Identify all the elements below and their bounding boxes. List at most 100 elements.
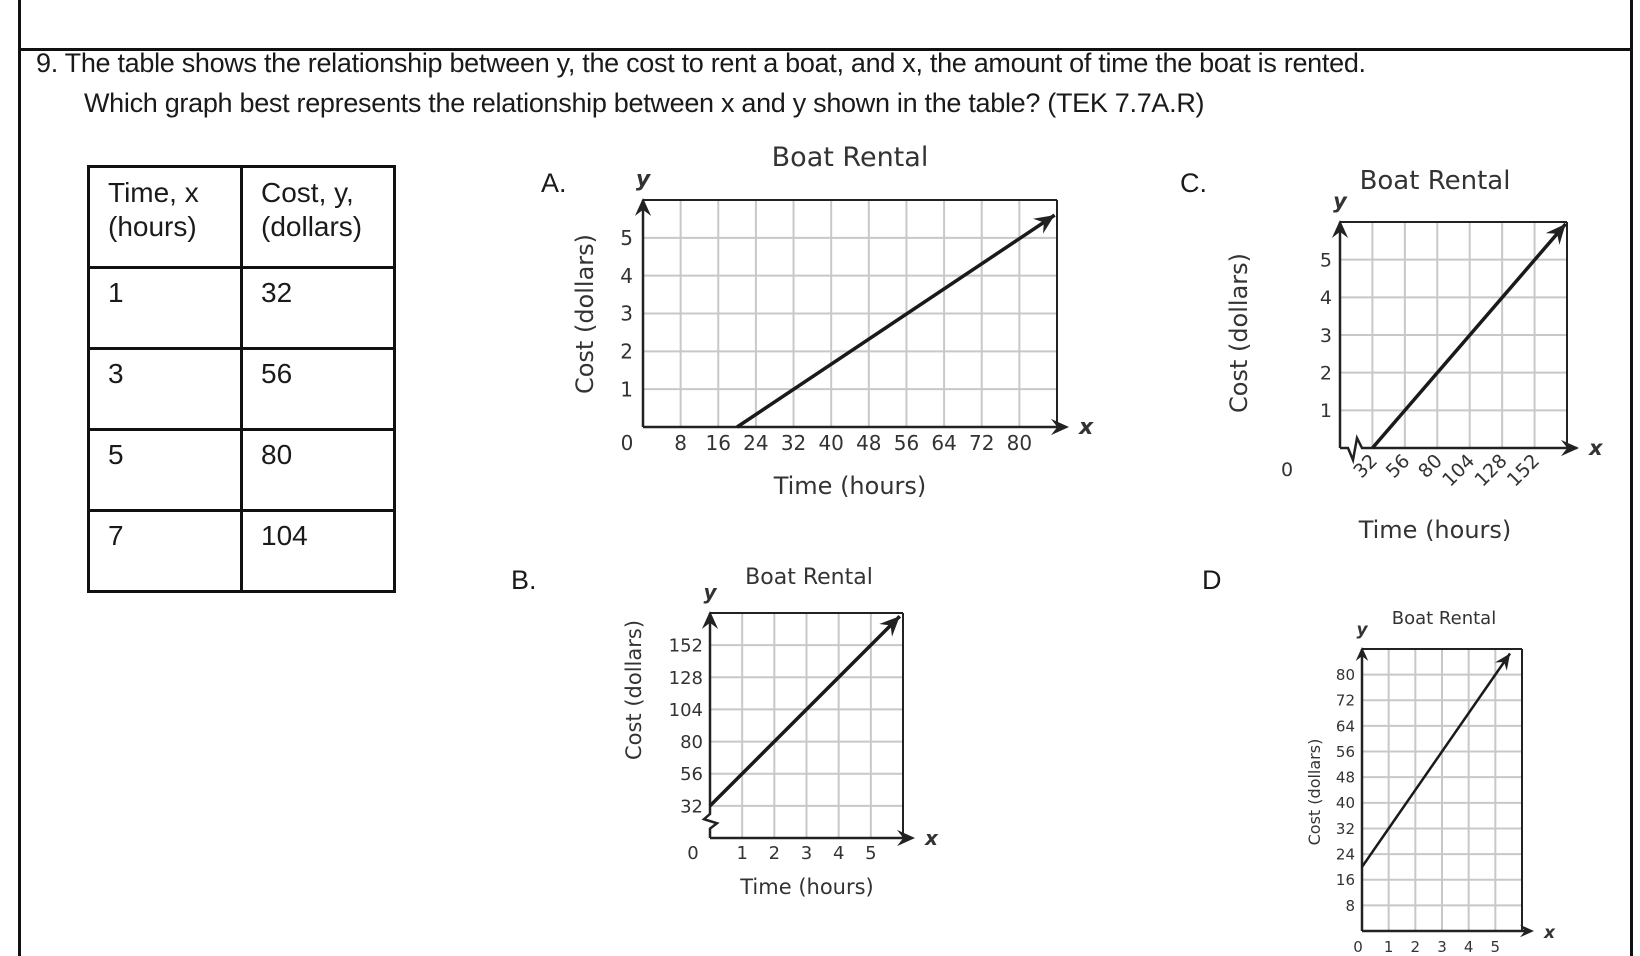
- series-line: [1371, 222, 1567, 450]
- table-header-row: Time, x (hours) Cost, y, (dollars): [87, 165, 396, 269]
- y-tick-label: 5: [1320, 250, 1332, 272]
- y-axis-letter: y: [636, 167, 652, 192]
- y-tick-label: 3: [620, 302, 633, 326]
- y-axis-label: Cost (dollars): [622, 620, 646, 760]
- page-border-left: [18, 0, 21, 956]
- x-axis-arrow-icon: [1561, 439, 1579, 457]
- y-tick-label: 64: [1336, 717, 1355, 735]
- header-cost: Cost, y, (dollars): [240, 165, 396, 269]
- table-row: 3 56: [87, 347, 396, 431]
- chart-d: 1 2 3 4 5 8 16 24 32 40 48 56 64 72 80 0 x y Boat Rental Co…: [1305, 608, 1556, 956]
- x-tick-label: 72: [969, 431, 994, 455]
- cell-time: 5: [87, 428, 243, 512]
- y-axis-arrow-icon: [634, 198, 652, 216]
- y-tick-label: 72: [1336, 692, 1355, 710]
- data-table: Time, x (hours) Cost, y, (dollars) 1 32 3 56…: [87, 165, 396, 593]
- cell-cost: 32: [240, 266, 396, 350]
- series-arrow-icon: [1033, 215, 1055, 234]
- y-tick-label: 40: [1336, 794, 1355, 812]
- origin-label: 0: [1281, 459, 1293, 481]
- x-axis-letter: x: [1588, 436, 1604, 460]
- origin-label: 0: [687, 843, 698, 864]
- x-tick-label: 128: [1470, 450, 1511, 491]
- series-arrow-icon: [879, 616, 900, 637]
- y-tick-label: 1: [620, 377, 633, 401]
- page-border-right: [1630, 0, 1633, 956]
- chart-title: Boat Rental: [1392, 608, 1496, 629]
- x-tick-label: 48: [856, 431, 881, 455]
- x-tick-label: 8: [674, 431, 687, 455]
- question-line-1: 9. The table shows the relationship betw…: [36, 48, 1366, 78]
- y-tick-label: 56: [1336, 743, 1355, 761]
- series-line: [736, 213, 1056, 429]
- y-axis-arrow-icon: [1331, 220, 1349, 238]
- x-tick-label: 152: [1503, 450, 1544, 491]
- table-row: 1 32: [87, 266, 396, 350]
- x-axis-letter: x: [1078, 415, 1094, 440]
- y-axis-label: Cost (dollars): [1305, 739, 1324, 846]
- chart-title: Boat Rental: [772, 142, 929, 173]
- x-tick-label: 16: [706, 431, 731, 455]
- cell-cost: 56: [240, 347, 396, 431]
- y-axis-letter: y: [703, 580, 717, 604]
- header-time-line2: (hours): [108, 211, 197, 242]
- header-cost-line2: (dollars): [261, 211, 363, 242]
- y-tick-label: 1: [1320, 400, 1332, 422]
- origin-label: 0: [1353, 938, 1363, 956]
- y-tick-label: 4: [620, 264, 633, 288]
- x-tick-label: 3: [801, 843, 812, 864]
- x-tick-label: 24: [743, 431, 768, 455]
- x-tick-label: 56: [1382, 450, 1415, 483]
- y-axis-letter: y: [1356, 620, 1368, 640]
- option-c-label[interactable]: C.: [1180, 168, 1207, 198]
- y-tick-label: 104: [669, 700, 703, 721]
- header-time: Time, x (hours): [87, 165, 243, 269]
- x-tick-label: 32: [781, 431, 806, 455]
- x-axis-arrow-icon: [1051, 418, 1069, 436]
- section-divider: [19, 48, 1633, 51]
- x-tick-label: 40: [818, 431, 843, 455]
- option-b-label[interactable]: B.: [511, 565, 537, 595]
- header-cost-line1: Cost, y,: [261, 177, 354, 208]
- y-axis-letter: y: [1333, 189, 1348, 213]
- x-axis-letter: x: [924, 826, 939, 850]
- cell-time: 7: [87, 509, 243, 593]
- y-axis-label: Cost (dollars): [1225, 253, 1253, 413]
- x-axis-letter: x: [1543, 923, 1556, 943]
- x-tick-label: 80: [1007, 431, 1032, 455]
- table-row: 5 80: [87, 428, 396, 512]
- option-d-label[interactable]: D: [1202, 565, 1222, 595]
- y-tick-label: 2: [620, 340, 633, 364]
- chart-title: Boat Rental: [1360, 166, 1511, 196]
- y-tick-label: 4: [1320, 287, 1332, 309]
- x-tick-label: 5: [1491, 938, 1501, 956]
- x-axis-label: Time (hours): [739, 875, 874, 899]
- cell-time: 1: [87, 266, 243, 350]
- y-tick-label: 80: [1336, 666, 1355, 684]
- table-row: 7 104: [87, 509, 396, 593]
- y-tick-label: 152: [669, 636, 703, 657]
- cell-cost: 80: [240, 428, 396, 512]
- cell-cost: 104: [240, 509, 396, 593]
- x-tick-label: 64: [931, 431, 956, 455]
- x-tick-label: 1: [1384, 938, 1394, 956]
- x-tick-label: 3: [1437, 938, 1447, 956]
- y-tick-label: 5: [620, 226, 633, 250]
- question-line-2: Which graph best represents the relation…: [84, 88, 1205, 118]
- x-tick-label: 4: [833, 843, 844, 864]
- y-tick-label: 2: [1320, 363, 1332, 385]
- y-tick-label: 80: [680, 732, 703, 753]
- x-tick-label: 104: [1438, 450, 1479, 491]
- y-axis: [701, 613, 720, 838]
- option-a-label[interactable]: A.: [541, 168, 567, 198]
- header-time-line1: Time, x: [108, 177, 199, 208]
- series-arrow-icon: [1494, 653, 1510, 671]
- y-tick-label: 128: [669, 668, 703, 689]
- chart-title: Boat Rental: [745, 565, 873, 590]
- cell-time: 3: [87, 347, 243, 431]
- origin-label: 0: [621, 431, 634, 455]
- x-tick-label: 2: [1411, 938, 1421, 956]
- x-axis-label: Time (hours): [773, 472, 927, 500]
